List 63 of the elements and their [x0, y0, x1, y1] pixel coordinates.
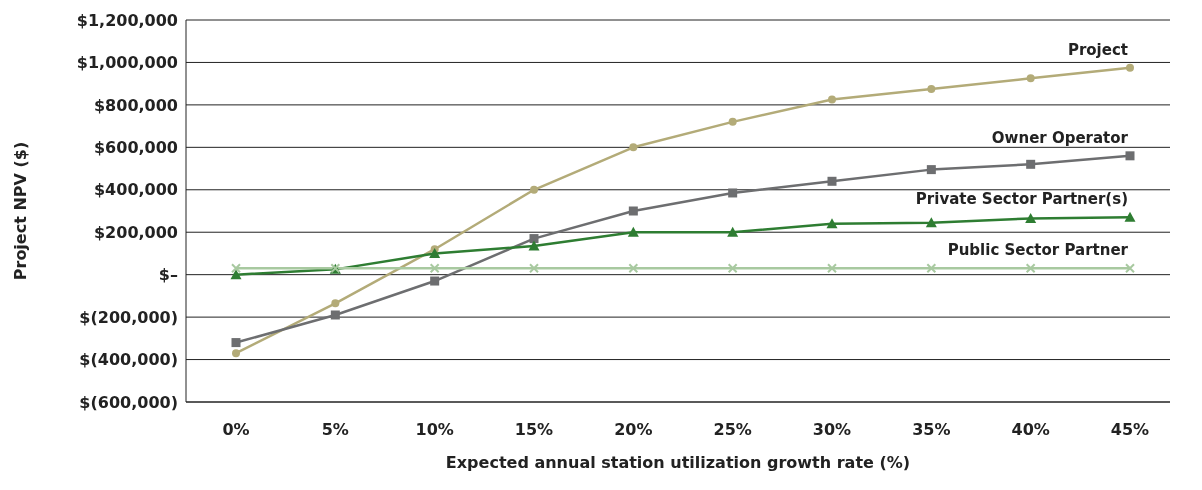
point [231, 338, 241, 348]
y-tick-label: $(400,000) [79, 350, 178, 370]
point [1124, 211, 1136, 222]
x-tick-label: 25% [713, 420, 752, 440]
series-label: Public Sector Partner [947, 241, 1129, 260]
point [331, 299, 340, 308]
point [529, 234, 539, 244]
point [827, 263, 837, 274]
point [728, 117, 737, 126]
point [429, 247, 441, 258]
point [1025, 263, 1036, 274]
y-tick-label: $1,200,000 [76, 10, 178, 30]
point [1125, 263, 1135, 274]
y-tick-label: $1,000,000 [76, 53, 178, 73]
point [727, 226, 739, 237]
point [727, 263, 738, 274]
x-tick-label: 5% [321, 420, 349, 440]
point [728, 188, 738, 198]
x-tick-label: 35% [912, 420, 951, 440]
point [629, 143, 638, 152]
point [925, 217, 937, 228]
point [330, 310, 340, 320]
point [927, 84, 936, 93]
x-tick-label: 40% [1011, 420, 1050, 440]
point [926, 263, 937, 274]
series-label: Private Sector Partner(s) [915, 190, 1128, 209]
point [1125, 151, 1135, 161]
x-tick-label: 10% [415, 420, 454, 440]
x-tick-label: 30% [812, 420, 852, 440]
point [628, 206, 638, 216]
point [232, 349, 240, 358]
point [826, 218, 838, 229]
point [627, 226, 639, 237]
series-label: Owner Operator [991, 128, 1129, 147]
point [430, 276, 440, 286]
point [529, 263, 539, 274]
point [828, 95, 836, 104]
x-tick-label: 45% [1110, 420, 1150, 440]
x-tick-label: 15% [514, 420, 554, 440]
point [230, 269, 242, 280]
point [1026, 74, 1035, 83]
point [827, 176, 837, 186]
point [926, 165, 936, 175]
y-axis-title: Project NPV ($) [10, 141, 30, 281]
point [231, 263, 241, 274]
y-tick-label: $(200,000) [79, 307, 178, 327]
y-tick-label: $800,000 [93, 95, 178, 115]
point [1126, 63, 1134, 72]
point [1026, 159, 1036, 169]
series-label: Project [1067, 40, 1128, 59]
x-tick-label: 0% [222, 420, 250, 440]
x-tick-label: 20% [614, 420, 653, 440]
point [1025, 212, 1037, 223]
y-tick-label: $600,000 [93, 138, 178, 158]
x-axis-title: Expected annual station utilization growth rate (%) [445, 453, 911, 472]
y-tick-label: $(600,000) [79, 392, 178, 412]
point [429, 263, 440, 274]
point [530, 185, 538, 194]
y-tick-label: $400,000 [93, 180, 178, 200]
point [528, 240, 540, 251]
point [628, 263, 639, 274]
y-tick-label: $– [158, 265, 178, 285]
y-tick-label: $200,000 [93, 222, 178, 242]
